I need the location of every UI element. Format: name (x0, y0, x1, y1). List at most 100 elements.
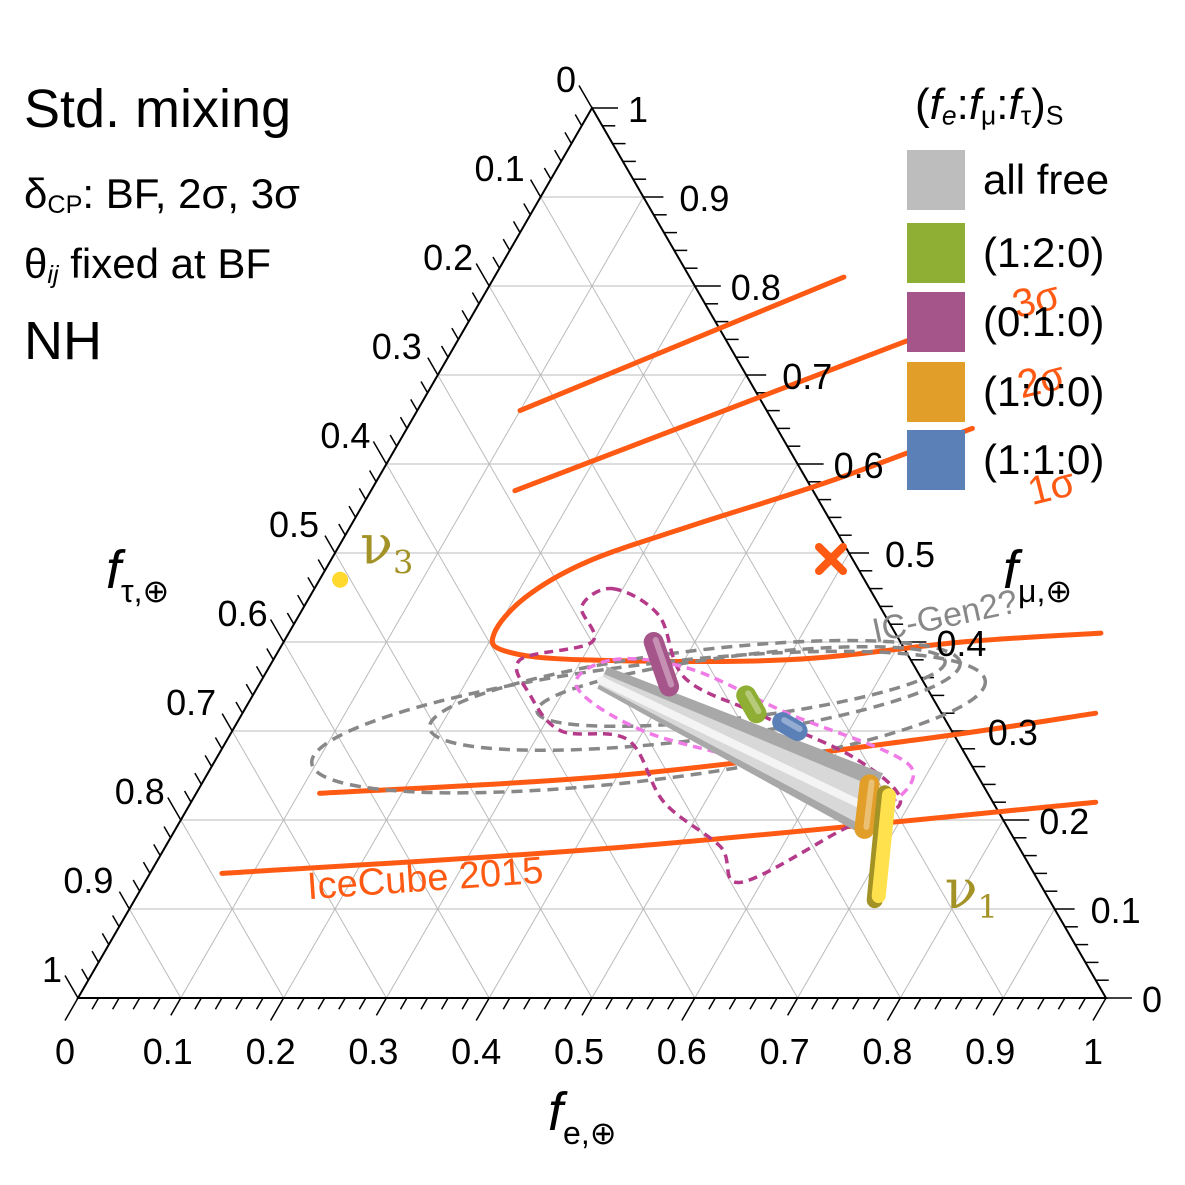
tick-left (502, 238, 511, 251)
icecube-label: IceCube 2015 (306, 850, 545, 908)
tick-label-bottom: 0.5 (554, 1031, 604, 1072)
tick-label-left: 0.3 (372, 326, 422, 367)
info-delta-cp: δCP: BF, 2σ, 3σ (24, 170, 300, 220)
grid-line-e-1 (180, 196, 644, 999)
tick-bottom (728, 997, 737, 1010)
tick-bottom (502, 997, 511, 1010)
tick-left (420, 381, 429, 394)
tick-bottom (170, 997, 182, 1016)
flavor-band-highlight-3 (863, 779, 875, 830)
nu1-label: ν1 (945, 858, 998, 926)
tick-label-bottom: 0 (55, 1031, 75, 1072)
tick-bottom (64, 997, 79, 1021)
legend-label: (1:2:0) (983, 229, 1105, 276)
tick-left (492, 256, 501, 269)
tick-bottom (1057, 997, 1066, 1010)
tick-left (461, 309, 470, 322)
tick-left (427, 357, 439, 376)
tick-left (297, 594, 305, 607)
tick-left (64, 975, 79, 999)
tick-bottom (523, 997, 531, 1010)
grid-line-tau-2 (180, 819, 285, 999)
tick-left (255, 665, 264, 678)
legend-item: (1:1:0) (907, 430, 1104, 490)
grid-line-tau-6 (385, 463, 696, 999)
grid-line-tau-5 (334, 552, 593, 999)
best-fit-marker (815, 543, 847, 575)
tick-label-left: 0.7 (166, 682, 216, 723)
info-theta-fixed: θij fixed at BF (24, 240, 271, 290)
tick-label-left: 0.8 (115, 771, 165, 812)
legend-item: (0:1:0) (907, 292, 1104, 352)
tick-bottom (132, 997, 141, 1010)
tick-bottom (461, 997, 470, 1010)
tick-label-left: 0 (556, 59, 576, 100)
tick-left (529, 179, 542, 198)
tick-left (167, 797, 182, 821)
tick-left (348, 505, 357, 518)
legend-swatch (907, 292, 965, 352)
tick-bottom (667, 997, 675, 1010)
tick-bottom (605, 997, 614, 1010)
data-regions (219, 274, 1104, 909)
flavor-band-1 (736, 685, 767, 724)
tick-left (368, 470, 377, 483)
ternary-triangle (76, 106, 1108, 999)
grid-line-e-3 (385, 374, 747, 999)
tick-left (235, 701, 244, 714)
tick-bottom (1016, 997, 1025, 1010)
tick-bottom (543, 997, 552, 1010)
axis-title-fmu: fμ,⊕ (1003, 540, 1072, 609)
tick-label-left: 0.1 (475, 148, 525, 189)
legend-swatch (907, 362, 965, 422)
tick-bottom (975, 997, 984, 1010)
tick-bottom (1078, 997, 1087, 1010)
tick-left (81, 968, 89, 981)
tick-bottom (235, 997, 244, 1010)
tick-bottom (255, 997, 264, 1010)
nu3-point (332, 571, 349, 588)
tick-left (91, 950, 100, 963)
flavor-band-highlight-0 (652, 637, 675, 688)
ternary-grid (128, 196, 1056, 999)
tick-bottom (786, 997, 799, 1016)
tick-left (512, 220, 521, 233)
tick-bottom (581, 997, 593, 1016)
tick-label-bottom: 0.6 (657, 1031, 707, 1072)
tick-left (101, 932, 110, 945)
tick-bottom (194, 997, 203, 1010)
tick-left (578, 85, 593, 109)
tick-label-left: 0.6 (218, 593, 268, 634)
tick-label-left: 0.2 (423, 237, 473, 278)
tick-label-bottom: 0.1 (143, 1031, 193, 1072)
tick-left (399, 416, 408, 429)
tick-label-bottom: 0.8 (862, 1031, 912, 1072)
icecube-contour-3sigma_lower (219, 799, 1099, 876)
icecube-contour-1sigma_upper (489, 425, 1104, 665)
tick-left (132, 879, 141, 892)
flavor-band-2 (772, 712, 808, 741)
tick-label-bottom: 0.4 (451, 1031, 501, 1072)
tick-bottom (886, 997, 902, 1021)
flavor-band-0 (643, 632, 680, 697)
tick-label-right: 0.2 (1039, 801, 1089, 842)
tick-left (471, 292, 480, 305)
tick-bottom (111, 997, 120, 1010)
info-std-mixing: Std. mixing (24, 79, 292, 139)
tick-bottom (475, 997, 490, 1021)
tick-left (564, 131, 573, 144)
tick-left (543, 167, 552, 180)
legend-label: (0:1:0) (983, 298, 1105, 345)
tick-left (372, 441, 388, 465)
tick-bottom (297, 997, 305, 1010)
tick-label-bottom: 0.2 (246, 1031, 296, 1072)
axis-title-fe: fe,⊕ (548, 1082, 617, 1151)
tick-bottom (852, 997, 860, 1010)
tick-left (245, 683, 254, 696)
tick-bottom (399, 997, 408, 1010)
tick-bottom (992, 997, 1004, 1016)
tick-label-right: 0.5 (885, 534, 935, 575)
tick-bottom (420, 997, 429, 1010)
tick-left (221, 713, 233, 732)
tick-left (183, 790, 192, 803)
